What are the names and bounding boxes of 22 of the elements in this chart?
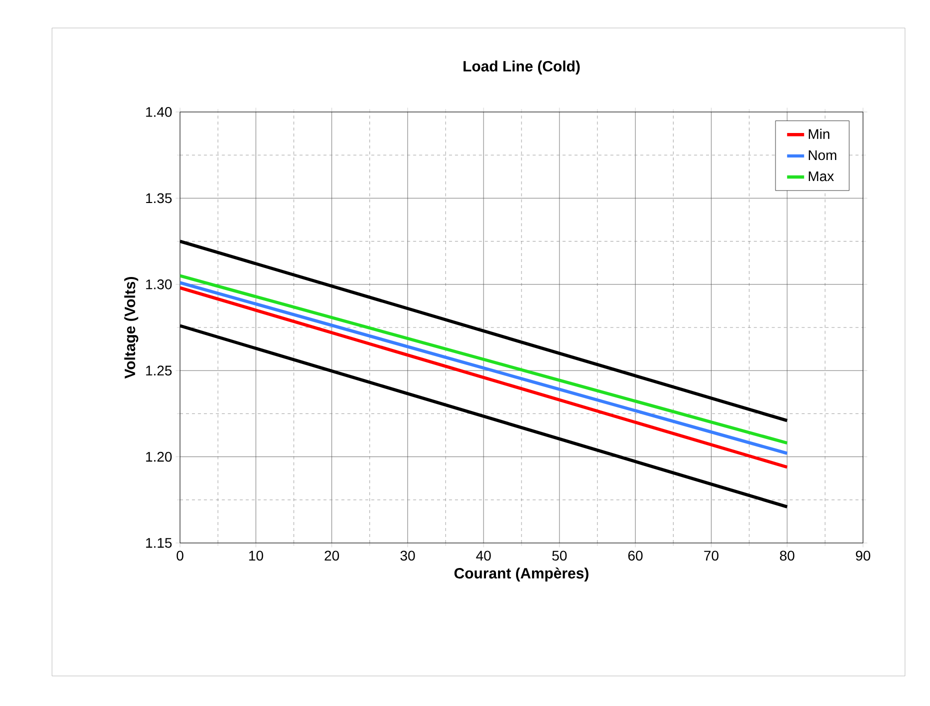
x-tick-label: 70 xyxy=(704,550,718,561)
x-tick-label: 20 xyxy=(324,550,340,561)
y-tick-label: 1.25 xyxy=(146,366,172,376)
y-tick-label: 1.15 xyxy=(146,538,172,548)
y-tick-label: 1.40 xyxy=(146,107,172,117)
x-axis-title: Courant (Ampères) xyxy=(454,567,588,582)
x-tick-label: 0 xyxy=(176,550,184,561)
y-tick-label: 1.30 xyxy=(146,279,172,290)
x-tick-label: 40 xyxy=(476,550,491,561)
x-tick-label: 50 xyxy=(552,550,567,561)
x-tick-label: 80 xyxy=(780,550,794,561)
x-tick-label: 90 xyxy=(856,550,870,561)
y-axis-title: Voltage (Volts) xyxy=(124,277,138,379)
chart-title: Load Line (Cold) xyxy=(464,60,580,74)
x-tick-label: 60 xyxy=(628,550,643,561)
x-tick-label: 10 xyxy=(249,550,264,561)
x-tick-label: 30 xyxy=(400,550,415,561)
legend-label: Nom xyxy=(808,150,836,160)
y-tick-label: 1.20 xyxy=(146,452,172,462)
legend-label: Max xyxy=(808,171,834,182)
legend-label: Min xyxy=(808,128,830,139)
y-tick-label: 1.35 xyxy=(146,193,172,204)
